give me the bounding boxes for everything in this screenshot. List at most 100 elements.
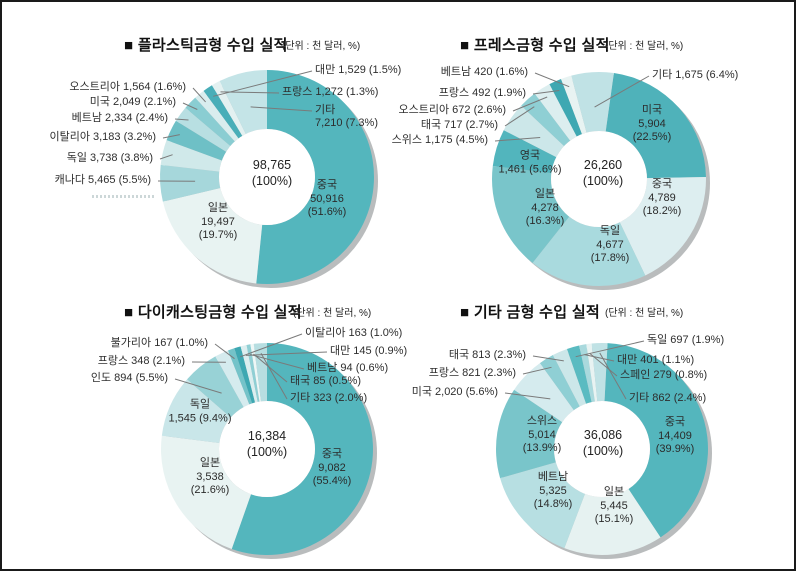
leader-line <box>504 392 551 400</box>
slice-inline-label: 스위스 5,014 (13.9%) <box>522 414 562 454</box>
slice-callout-label: 오스트리아 672 (2.6%) <box>398 104 506 116</box>
donut-slice <box>539 355 580 411</box>
slice-callout-label: 기타 7,210 (7.3%) <box>315 104 378 129</box>
leader-line <box>260 352 288 400</box>
donut-slice <box>215 350 250 408</box>
donut-slice <box>521 93 571 147</box>
leader-line <box>512 96 548 112</box>
slice-inline-label: 일본 4,278 (16.3%) <box>525 187 565 227</box>
donut-slice <box>175 107 231 152</box>
donut-center-total: 26,260 (100%) <box>582 158 624 188</box>
donut-slice <box>604 343 708 538</box>
leader-line <box>584 354 615 362</box>
leader-line <box>494 137 541 142</box>
donut-slice <box>195 90 239 142</box>
slice-callout-label: 기타 323 (2.0%) <box>290 392 368 404</box>
donut-hole <box>551 131 647 227</box>
donut-hole <box>219 401 315 497</box>
donut-slice <box>564 489 661 556</box>
slice-inline-label: 미국 5,904 (22.5%) <box>632 103 672 143</box>
leader-line <box>159 154 173 160</box>
slice-inline-label: 중국 9,082 (55.4%) <box>312 447 352 487</box>
leader-line <box>220 91 280 94</box>
donut-slice <box>231 343 373 556</box>
donut-slice <box>161 379 231 443</box>
leader-line <box>214 343 235 360</box>
chart-title-plastic: ■ 플라스틱금형 수입 실적 <box>124 37 288 54</box>
slice-inline-label: 중국 14,409 (39.9%) <box>655 415 695 455</box>
donut-slice <box>579 344 595 403</box>
slice-inline-label: 독일 4,677 (17.8%) <box>590 224 630 264</box>
donut-slice <box>532 216 646 286</box>
donut-slice <box>187 356 244 418</box>
leader-line <box>250 354 305 370</box>
leader-line <box>174 118 189 121</box>
leader-line <box>174 378 222 394</box>
donut-slice <box>552 348 587 407</box>
slice-callout-label: 대만 401 (1.1%) <box>617 354 695 366</box>
leader-line <box>575 340 645 358</box>
leader-line <box>253 353 288 383</box>
leader-line <box>532 90 560 95</box>
donut-slice <box>586 343 598 402</box>
donut-slice <box>549 78 582 137</box>
donut-slice <box>203 85 243 139</box>
leader-line <box>250 106 313 112</box>
donut-slice <box>250 343 261 402</box>
donut-slice <box>566 345 592 404</box>
slice-callout-label: 독일 3,738 (3.8%) <box>66 152 153 164</box>
donut-slice <box>162 188 263 284</box>
leader-line <box>192 87 206 103</box>
leader-line <box>534 72 570 88</box>
slice-inline-label: 일본 3,538 (21.6%) <box>190 456 230 496</box>
donut-slice <box>571 71 614 133</box>
leader-line <box>182 102 198 110</box>
donut-slice <box>240 345 258 403</box>
slice-callout-label: 프랑스 348 (2.1%) <box>97 355 185 367</box>
chart-unit-label: (단위 : 천 달러, %) <box>605 308 684 319</box>
slice-callout-label: 캐나다 5,465 (5.5%) <box>54 174 151 186</box>
donut-slice <box>246 344 260 402</box>
slice-callout-label: 프랑스 821 (2.3%) <box>428 367 516 379</box>
slice-callout-label: 기타 1,675 (6.4%) <box>652 69 739 81</box>
donut-slice <box>491 165 570 263</box>
chart-unit-label: (단위 : 천 달러, %) <box>605 41 684 52</box>
donut-slice <box>514 363 574 423</box>
donut-slice <box>256 70 374 284</box>
slice-callout-label: 스페인 279 (0.8%) <box>620 369 708 381</box>
slice-callout-label: 이탈리아 163 (1.0%) <box>305 327 403 339</box>
slice-callout-label: 독일 697 (1.9%) <box>647 334 725 346</box>
slice-inline-label: 중국 50,916 (51.6%) <box>307 178 347 218</box>
donut-slice <box>159 164 221 202</box>
slice-callout-label: 베트남 420 (1.6%) <box>440 66 528 78</box>
slice-inline-label: 일본 5,445 (15.1%) <box>594 485 634 525</box>
chart-title-press: ■ 프레스금형 수입 실적 <box>460 37 610 54</box>
donut-slice <box>234 346 256 404</box>
donut-slice <box>185 97 235 146</box>
slice-inline-label: 영국 1,461 (5.6%) <box>498 149 562 176</box>
leader-line <box>162 134 180 139</box>
donut-slice <box>166 120 227 161</box>
chart-unit-label: (단위 : 천 달러, %) <box>293 308 372 319</box>
donut-center-total: 98,765 (100%) <box>251 158 293 188</box>
donut-slice <box>619 176 706 276</box>
chart-title-other: ■ 기타 금형 수입 실적 <box>460 304 601 321</box>
donut-slice <box>492 130 557 174</box>
slice-inline-label: 중국 4,789 (18.2%) <box>642 177 682 217</box>
leader-line <box>594 75 650 108</box>
donut-slice <box>503 105 565 158</box>
slice-inline-label: 일본 19,497 (19.7%) <box>198 201 238 241</box>
donut-slice <box>227 348 253 405</box>
leader-line <box>245 351 328 356</box>
slice-callout-label: 태국 85 (0.5%) <box>290 375 361 387</box>
slice-callout-label: 대만 145 (0.9%) <box>330 345 408 357</box>
slice-callout-label: 기타 862 (2.4%) <box>629 392 707 404</box>
slice-callout-label: 미국 2,020 (5.6%) <box>411 386 498 398</box>
leader-line <box>240 333 303 358</box>
slice-callout-label: 불가리아 167 (1.0%) <box>110 337 208 349</box>
chart-title-diecasting: ■ 다이캐스팅금형 수입 실적 <box>124 304 302 321</box>
slice-callout-label: 태국 717 (2.7%) <box>420 119 498 131</box>
slice-callout-label: 인도 894 (5.5%) <box>90 372 168 384</box>
donut-center-total: 36,086 (100%) <box>582 428 624 458</box>
